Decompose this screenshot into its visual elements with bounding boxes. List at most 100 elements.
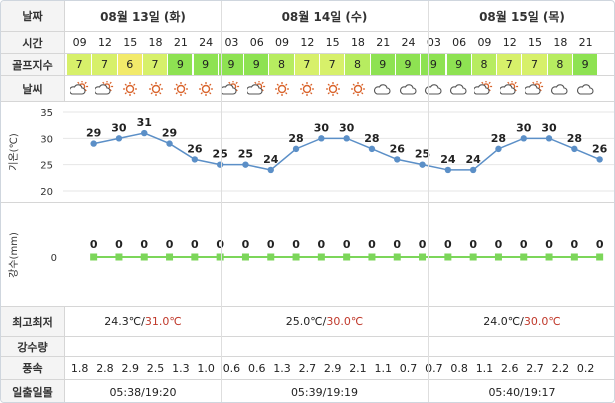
precipitation-value-label: 0 [191,238,199,251]
precipitation-point [241,253,249,261]
wind-cell: 1.1 [475,361,494,375]
precipitation-value-label: 0 [444,238,452,251]
golf-index-cell: 8 [547,54,573,75]
time-cell: 06 [452,36,467,49]
max-min-day-2: 25.0℃/30.0℃ [285,315,364,328]
golf-index-cell: 9 [421,54,447,75]
precipitation-point [216,253,224,261]
wind-cell: 2.9 [323,361,342,375]
max-min-label: 최고최저 [1,307,65,336]
precipitation-point [596,253,604,261]
temperature-point [368,145,376,153]
precipitation-value-label: 0 [242,238,250,251]
time-cell: 12 [502,36,517,49]
golf-index-cell: 7 [522,54,548,75]
wind-cell: 0.8 [450,361,468,375]
temperature-value-label: 25 [415,148,430,161]
precipitation-value-label: 0 [292,238,300,251]
temperature-point [419,161,426,168]
temperature-point [191,156,199,163]
precipitation-point [444,253,452,261]
sun-cloud-icon [244,76,269,101]
precipitation-point [393,253,401,261]
precipitation-point [267,253,275,261]
max-min-day-1: 24.3℃/31.0℃ [104,315,182,328]
golf-index-cell: 7 [142,54,169,75]
sun-icon [118,76,143,101]
precipitation-value-label: 0 [318,238,326,251]
sun-cloud-icon [92,76,117,101]
date-label: 날짜 [1,1,65,31]
golf-index-label: 골프지수 [1,54,65,75]
time-cell: 15 [528,36,543,49]
temperature-point [495,145,502,153]
min-temp: 24.3℃ [104,315,142,328]
sun-icon [269,76,294,101]
temperature-point [242,161,249,168]
max-temp: 30.0℃ [523,315,561,328]
y-tick-label: 20 [40,187,53,198]
sun-cloud-icon [67,76,92,101]
wind-cell: 2.7 [526,361,544,375]
golf-index-cell: 9 [218,54,245,75]
golf-index-cell: 7 [320,54,346,75]
max-min-day-3: 24.0℃/30.0℃ [483,315,561,328]
precipitation-axis-label: 강수(mm) [8,232,20,278]
precipitation-point [368,253,376,261]
wind-cell: 1.3 [172,361,190,375]
time-cell: 12 [97,36,112,49]
weather-label: 날씨 [1,76,65,101]
golf-index-cell: 7 [497,54,523,75]
wind-cell: 1.3 [273,361,291,375]
cloud-icon [548,76,573,101]
temperature-value-label: 26 [390,142,406,155]
temperature-point [141,129,148,137]
temperature-value-label: 29 [162,127,177,140]
precipitation-point [140,253,148,261]
sun-cloud-icon [522,76,547,101]
sunrise-sunset-row: 일출일몰 05:38/19:20 05:39/19:19 05:40/19:17 [1,380,614,402]
temperature-value-label: 28 [288,132,303,145]
temperature-point [571,145,578,153]
precipitation-value-label: 0 [166,238,174,251]
precipitation-point [419,253,427,261]
precipitation-point [191,253,199,261]
max-temp: 30.0℃ [326,315,364,328]
y-tick-label: 0 [51,253,57,264]
temperature-value-label: 30 [339,121,355,134]
temperature-value-label: 30 [516,121,532,134]
precipitation-section: 강수(mm) 0 0 0 0 0 0 0 0 0 0 0 0 0 0 0 0 0 0 0 0 0 0 [1,203,614,306]
min-temp: 24.0℃ [483,315,521,328]
precipitation-point [90,253,98,261]
temperature-value-label: 24 [263,153,279,166]
temperature-point [545,135,553,142]
temperature-section: 기온(℃) 20 25 30 35 29 30 31 29 26 25 25 24 28 30 30 28 26 2… [1,102,614,202]
temperature-value-label: 28 [491,132,506,145]
time-cell: 09 [477,36,492,49]
time-cell: 09 [72,36,87,49]
precipitation-point [494,253,502,261]
golf-index-cell: 8 [269,54,295,75]
y-tick-label: 35 [40,108,53,119]
time-cell: 24 [401,36,416,49]
wind-cell: 1.0 [197,361,215,375]
golf-index-cell: 8 [345,54,371,75]
precipitation-chart: 강수(mm) 0 0 0 0 0 0 0 0 0 0 0 0 0 0 0 0 0 0 0 0 0 0 [8,232,604,278]
sun-icon [295,76,320,101]
temperature-point [520,135,527,142]
precipitation-value-label: 0 [545,238,553,251]
precipitation-point [343,253,351,261]
temperature-axis-label: 기온(℃) [8,133,20,171]
temperature-value-label: 26 [592,142,608,155]
precipitation-point [166,253,174,261]
temperature-point [394,156,401,163]
time-cell: 06 [249,36,264,49]
wind-cell: 2.6 [500,361,519,375]
cloud-icon [396,76,421,101]
time-cell: 15 [123,36,138,49]
temperature-value-label: 24 [440,153,456,166]
time-cell: 03 [224,36,239,49]
temperature-point [292,145,300,153]
day-title-1: 08월 13일 (화) [100,9,186,24]
wind-cell: 2.5 [146,361,165,375]
